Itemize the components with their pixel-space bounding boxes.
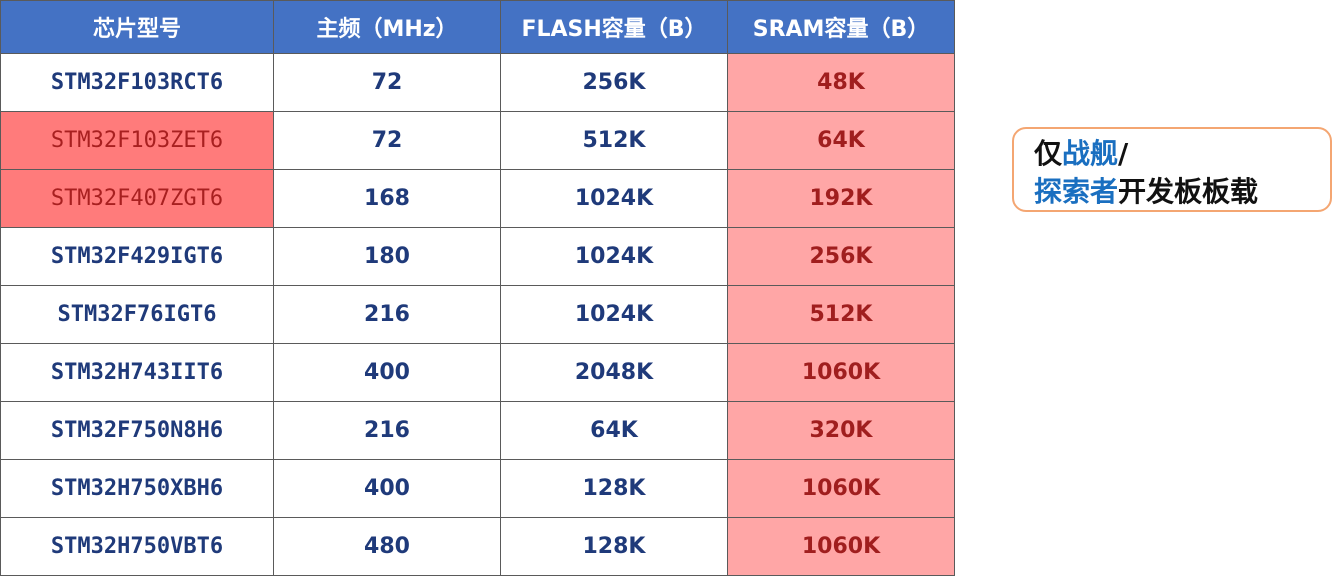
cell-sram: 192K bbox=[727, 169, 955, 228]
cell-chip-model: STM32H750VBT6 bbox=[0, 517, 274, 576]
table-row: STM32F429IGT6 180 1024K 256K bbox=[0, 227, 955, 286]
table-row: STM32F76IGT6 216 1024K 512K bbox=[0, 285, 955, 344]
chip-spec-table: 芯片型号 主频（MHz） FLASH容量（B） SRAM容量（B） STM32F… bbox=[0, 0, 955, 576]
cell-flash: 1024K bbox=[500, 227, 728, 286]
table-row: STM32F103ZET6 72 512K 64K bbox=[0, 111, 955, 170]
cell-flash: 128K bbox=[500, 459, 728, 518]
note-suffix: 开发板板载 bbox=[1118, 175, 1259, 208]
cell-sram: 256K bbox=[727, 227, 955, 286]
table-row: STM32H750XBH6 400 128K 1060K bbox=[0, 459, 955, 518]
cell-flash: 512K bbox=[500, 111, 728, 170]
cell-chip-model: STM32F750N8H6 bbox=[0, 401, 274, 460]
cell-flash: 64K bbox=[500, 401, 728, 460]
cell-sram: 64K bbox=[727, 111, 955, 170]
table-row: STM32H750VBT6 480 128K 1060K bbox=[0, 517, 955, 576]
note-board-tansuozhe: 探索者 bbox=[1034, 175, 1119, 208]
table-row: STM32F750N8H6 216 64K 320K bbox=[0, 401, 955, 460]
cell-sram: 512K bbox=[727, 285, 955, 344]
table-row: STM32F407ZGT6 168 1024K 192K bbox=[0, 169, 955, 228]
cell-flash: 128K bbox=[500, 517, 728, 576]
cell-chip-model: STM32F76IGT6 bbox=[0, 285, 274, 344]
cell-frequency: 168 bbox=[273, 169, 501, 228]
note-line-1: 仅战舰/ bbox=[1034, 135, 1330, 173]
cell-chip-model: STM32F103RCT6 bbox=[0, 53, 274, 112]
table-row: STM32H743IIT6 400 2048K 1060K bbox=[0, 343, 955, 402]
cell-flash: 1024K bbox=[500, 285, 728, 344]
board-note: 仅战舰/ 探索者开发板板载 bbox=[1012, 127, 1332, 212]
cell-chip-model: STM32F429IGT6 bbox=[0, 227, 274, 286]
cell-frequency: 400 bbox=[273, 343, 501, 402]
cell-flash: 2048K bbox=[500, 343, 728, 402]
cell-frequency: 216 bbox=[273, 285, 501, 344]
cell-chip-model: STM32H743IIT6 bbox=[0, 343, 274, 402]
note-line-2: 探索者开发板板载 bbox=[1034, 173, 1330, 211]
cell-frequency: 72 bbox=[273, 53, 501, 112]
note-board-zhanjian: 战舰 bbox=[1062, 137, 1119, 170]
note-slash: / bbox=[1118, 137, 1129, 170]
cell-sram: 48K bbox=[727, 53, 955, 112]
cell-sram: 1060K bbox=[727, 343, 955, 402]
cell-frequency: 480 bbox=[273, 517, 501, 576]
cell-sram: 320K bbox=[727, 401, 955, 460]
cell-flash: 256K bbox=[500, 53, 728, 112]
table-header-row: 芯片型号 主频（MHz） FLASH容量（B） SRAM容量（B） bbox=[0, 0, 955, 54]
cell-frequency: 216 bbox=[273, 401, 501, 460]
cell-chip-model: STM32F103ZET6 bbox=[0, 111, 274, 170]
header-frequency: 主频（MHz） bbox=[273, 0, 501, 54]
cell-chip-model: STM32H750XBH6 bbox=[0, 459, 274, 518]
cell-frequency: 180 bbox=[273, 227, 501, 286]
header-sram: SRAM容量（B） bbox=[727, 0, 955, 54]
cell-sram: 1060K bbox=[727, 459, 955, 518]
cell-frequency: 400 bbox=[273, 459, 501, 518]
cell-sram: 1060K bbox=[727, 517, 955, 576]
cell-frequency: 72 bbox=[273, 111, 501, 170]
cell-flash: 1024K bbox=[500, 169, 728, 228]
header-chip-model: 芯片型号 bbox=[0, 0, 274, 54]
cell-chip-model: STM32F407ZGT6 bbox=[0, 169, 274, 228]
note-prefix: 仅 bbox=[1034, 137, 1063, 170]
header-flash: FLASH容量（B） bbox=[500, 0, 728, 54]
table-row: STM32F103RCT6 72 256K 48K bbox=[0, 53, 955, 112]
